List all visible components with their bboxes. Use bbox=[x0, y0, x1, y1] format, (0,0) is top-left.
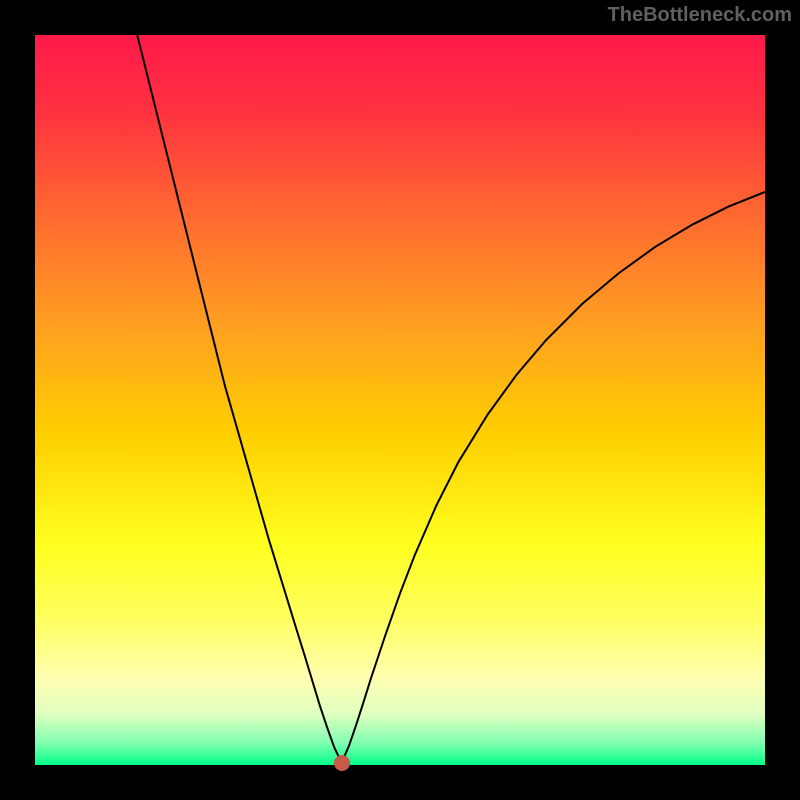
bottleneck-curves bbox=[35, 35, 765, 765]
plot-area bbox=[35, 35, 765, 765]
left-curve bbox=[137, 35, 341, 763]
chart-container: { "watermark": { "text": "TheBottleneck.… bbox=[0, 0, 800, 800]
optimum-marker bbox=[334, 755, 350, 771]
right-curve bbox=[342, 192, 765, 763]
watermark-text: TheBottleneck.com bbox=[608, 4, 792, 27]
